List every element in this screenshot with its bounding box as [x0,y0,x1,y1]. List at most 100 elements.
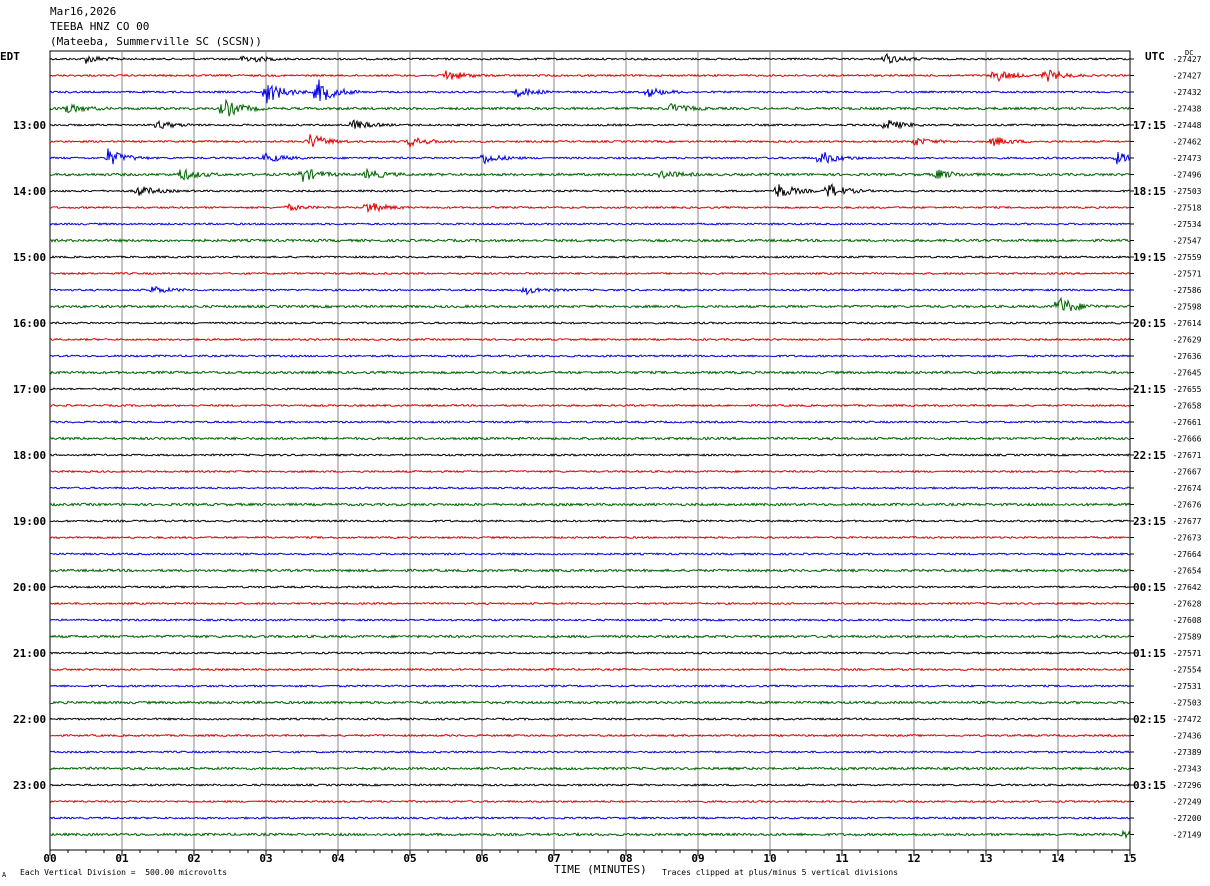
seismic-trace [49,535,1131,540]
dc-offset-label: -27472 [1173,715,1202,724]
seismic-trace [49,337,1131,342]
x-tick-label: 03 [259,852,272,865]
dc-offset-label: -27389 [1173,748,1202,757]
seismic-trace [49,119,1131,130]
seismic-trace [49,585,1131,589]
x-tick-label: 08 [619,852,632,865]
seismic-trace [49,486,1131,490]
seismic-trace [49,370,1131,375]
seismic-trace [49,783,1131,787]
seismic-trace [49,667,1131,672]
seismic-trace [49,321,1131,325]
right-hour-label: 17:15 [1133,119,1166,132]
seismic-trace [49,167,1131,182]
x-tick-label: 00 [43,852,56,865]
dc-offset-label: -27448 [1173,121,1202,130]
left-hour-label: 15:00 [13,251,46,264]
seismic-trace [49,766,1131,771]
x-tick-label: 12 [907,852,920,865]
dc-offset-label: -27343 [1173,765,1202,774]
dc-offset-label: -27432 [1173,88,1202,97]
left-hour-label: 21:00 [13,647,46,660]
seismic-trace [49,148,1131,165]
seismic-trace [49,816,1131,820]
seismic-trace [49,733,1131,738]
dc-offset-label: -27503 [1173,187,1202,196]
x-tick-label: 13 [979,852,992,865]
seismic-trace [49,829,1131,840]
dc-offset-label: -27654 [1173,567,1202,576]
scale-note: Each Vertical Division = 500.00 microvol… [20,868,228,877]
seismic-trace [49,601,1131,606]
dc-offset-label: -27676 [1173,501,1202,510]
right-hour-label: 19:15 [1133,251,1166,264]
seismic-trace [50,255,1131,259]
right-hour-label: 20:15 [1133,317,1166,330]
right-hour-label: 01:15 [1133,647,1166,660]
seismic-trace [49,238,1131,243]
dc-offset-label: -27671 [1173,451,1202,460]
dc-offset-label: -27534 [1173,220,1202,229]
dc-offset-label: -27249 [1173,798,1202,807]
seismic-trace [49,52,1131,65]
seismic-trace [49,69,1131,83]
left-hour-label: 16:00 [13,317,46,330]
x-tick-label: 02 [187,852,200,865]
dc-offset-label: -27586 [1173,286,1202,295]
dc-offset-label: -27677 [1173,517,1202,526]
dc-offset-label: -27629 [1173,336,1202,345]
dc-label: DC [1185,49,1194,57]
dc-offset-label: -27666 [1173,435,1202,444]
right-hour-label: 18:15 [1133,185,1166,198]
dc-offset-label: -27598 [1173,303,1202,312]
left-hour-label: 14:00 [13,185,46,198]
seismic-trace [50,519,1131,523]
clip-note: Traces clipped at plus/minus 5 vertical … [662,868,899,877]
dc-offset-label: -27559 [1173,253,1202,262]
right-hour-label: 22:15 [1133,449,1166,462]
x-tick-label: 11 [835,852,849,865]
right-hour-label: 23:15 [1133,515,1166,528]
dc-offset-label: -27473 [1173,154,1202,163]
dc-offset-label: -27674 [1173,484,1202,493]
seismic-trace [49,420,1131,424]
dc-offset-label: -27296 [1173,781,1202,790]
seismic-trace [49,222,1131,226]
seismic-trace [49,750,1130,754]
right-hour-label: 21:15 [1133,383,1166,396]
corner-mark: A [2,871,7,879]
seismic-trace [49,502,1131,507]
seismic-trace [49,552,1130,556]
dc-offset-label: -27496 [1173,171,1202,180]
seismic-trace [49,469,1131,474]
x-tick-label: 01 [115,852,129,865]
right-hour-label: 00:15 [1133,581,1166,594]
x-tick-label: 06 [475,852,489,865]
dc-offset-label: -27462 [1173,138,1202,147]
seismic-trace [49,296,1131,312]
dc-offset-label: -27589 [1173,633,1202,642]
seismic-trace [49,285,1131,296]
right-hour-label: 02:15 [1133,713,1166,726]
x-tick-label: 10 [763,852,776,865]
dc-offset-label: -27436 [1173,732,1202,741]
x-tick-label: 15 [1123,852,1136,865]
dc-offset-label: -27427 [1173,55,1202,64]
right-hour-label: 03:15 [1133,779,1166,792]
seismic-trace [49,717,1131,721]
seismic-trace [49,354,1131,358]
seismic-trace [49,618,1131,622]
header-date: Mar16,2026 [50,5,117,18]
dc-offset-label: -27571 [1173,649,1202,658]
seismic-trace [49,634,1131,639]
left-hour-label: 22:00 [13,713,46,726]
dc-offset-label: -27636 [1173,352,1202,361]
x-tick-label: 05 [403,852,416,865]
dc-offset-label: -27664 [1173,550,1202,559]
left-hour-label: 20:00 [13,581,46,594]
seismic-trace [49,134,1131,149]
seismic-trace [49,453,1131,457]
dc-offset-label: -27628 [1173,600,1202,609]
dc-offset-label: -27608 [1173,616,1202,625]
